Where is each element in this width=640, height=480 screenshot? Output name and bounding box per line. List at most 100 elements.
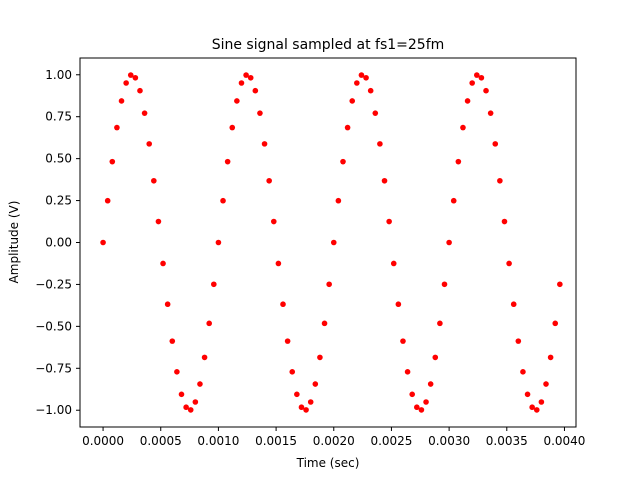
data-point xyxy=(270,218,277,225)
data-point xyxy=(303,407,309,413)
data-point xyxy=(432,354,439,361)
data-point xyxy=(340,158,346,165)
data-point xyxy=(330,239,337,246)
data-point xyxy=(321,320,328,327)
y-axis-ticks: −1.00 −0.75 −0.50 −0.25 0.00 0.25 0.50 0.75 1.00 xyxy=(35,68,80,417)
data-point xyxy=(450,197,457,204)
data-point xyxy=(418,407,425,413)
data-point xyxy=(187,407,194,413)
data-point xyxy=(492,141,499,147)
x-tick-label: 0.0005 xyxy=(140,434,182,448)
data-point xyxy=(178,391,185,398)
data-point xyxy=(437,320,443,327)
data-point xyxy=(409,391,416,398)
data-point xyxy=(372,110,379,116)
data-point xyxy=(169,338,176,344)
data-point xyxy=(289,369,296,375)
data-point xyxy=(533,407,540,413)
x-tick-label: 0.0025 xyxy=(370,434,412,448)
data-point xyxy=(192,399,199,405)
data-point xyxy=(414,404,420,411)
data-point xyxy=(483,87,489,94)
data-point xyxy=(234,98,240,104)
data-point xyxy=(390,260,397,267)
data-point xyxy=(127,72,134,78)
y-axis-label: Amplitude (V) xyxy=(7,201,21,284)
x-tick-label: 0.0020 xyxy=(313,434,355,448)
x-tick-label: 0.0030 xyxy=(428,434,470,448)
data-point xyxy=(377,141,383,147)
data-point xyxy=(354,80,360,86)
y-tick-label: −0.25 xyxy=(35,277,72,291)
y-tick-label: 1.00 xyxy=(45,68,72,82)
data-point xyxy=(151,177,157,184)
data-point xyxy=(164,301,171,308)
x-tick-label: 0.0035 xyxy=(486,434,528,448)
data-point xyxy=(238,80,245,86)
y-tick-label: 0.50 xyxy=(45,152,72,166)
data-point xyxy=(358,72,365,78)
data-point xyxy=(155,218,162,225)
data-point xyxy=(294,391,300,398)
data-point xyxy=(386,218,392,225)
data-point xyxy=(520,369,526,375)
data-point xyxy=(335,197,342,204)
x-tick-label: 0.0040 xyxy=(543,434,585,448)
data-point xyxy=(114,124,120,131)
data-point xyxy=(243,72,249,78)
data-point xyxy=(363,74,369,81)
chart-title: Sine signal sampled at fs1=25fm xyxy=(212,37,445,53)
data-point xyxy=(280,301,286,308)
data-point xyxy=(529,404,535,411)
data-point xyxy=(441,281,448,288)
y-tick-label: −1.00 xyxy=(35,403,72,417)
data-point xyxy=(557,281,563,288)
data-point xyxy=(229,124,236,131)
data-point xyxy=(132,74,139,81)
data-point xyxy=(400,338,406,344)
data-point xyxy=(344,124,351,131)
data-point xyxy=(464,98,471,104)
data-point xyxy=(455,158,462,165)
x-tick-label: 0.0010 xyxy=(197,434,239,448)
data-point xyxy=(160,260,166,267)
plot-area xyxy=(79,57,577,428)
y-tick-label: −0.75 xyxy=(35,361,72,375)
data-point xyxy=(100,239,106,246)
data-point xyxy=(349,98,356,104)
data-point xyxy=(275,260,282,267)
data-point xyxy=(109,158,116,165)
data-point xyxy=(123,80,129,86)
data-point xyxy=(201,354,208,361)
data-points xyxy=(100,72,563,413)
data-point xyxy=(552,320,559,327)
data-point xyxy=(307,399,314,405)
data-point xyxy=(266,177,272,184)
x-tick-label: 0.0000 xyxy=(82,434,124,448)
y-tick-label: 0.75 xyxy=(45,110,72,124)
x-axis-label: Time (sec) xyxy=(296,456,360,470)
data-point xyxy=(118,98,125,104)
data-point xyxy=(224,158,231,165)
data-point xyxy=(506,260,512,267)
data-point xyxy=(460,124,466,131)
data-point xyxy=(474,72,480,78)
data-point xyxy=(220,197,226,204)
data-point xyxy=(547,354,554,361)
data-point xyxy=(174,369,180,375)
data-point xyxy=(247,74,254,81)
data-point xyxy=(538,399,545,405)
data-point xyxy=(197,381,203,387)
data-point xyxy=(137,87,143,94)
data-point xyxy=(446,239,452,246)
data-point xyxy=(487,110,494,116)
data-point xyxy=(211,281,217,288)
data-point xyxy=(284,338,291,344)
data-point xyxy=(261,141,268,147)
data-point xyxy=(404,369,411,375)
data-point xyxy=(257,110,263,116)
data-point xyxy=(427,381,434,387)
data-point xyxy=(497,177,503,184)
x-tick-label: 0.0015 xyxy=(255,434,297,448)
